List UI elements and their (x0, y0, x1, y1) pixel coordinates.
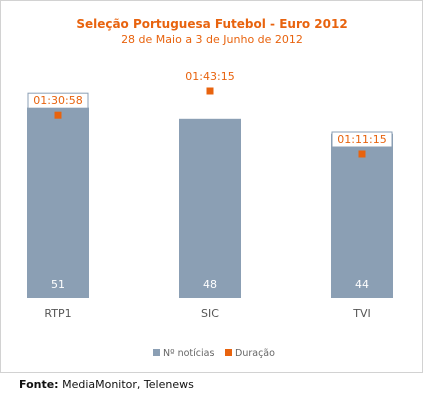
duration-label-sic: 01:43:15 (185, 70, 234, 83)
legend-swatch-bars (153, 349, 160, 356)
duration-marker-sic (206, 87, 214, 95)
bar-rtp1 (27, 107, 89, 298)
chart-subtitle: 28 de Maio a 3 de Junho de 2012 (121, 33, 303, 46)
bar-chart: Seleção Portuguesa Futebol - Euro 2012 2… (27, 17, 393, 359)
category-label-rtp1: RTP1 (44, 307, 71, 320)
source-text: MediaMonitor, Telenews (58, 378, 194, 391)
duration-marker-rtp1 (54, 111, 62, 119)
bar-tvi (331, 133, 393, 298)
duration-label-tvi: 01:11:15 (337, 133, 386, 146)
source-note: Fonte: MediaMonitor, Telenews (19, 378, 194, 391)
category-label-tvi: TVI (352, 307, 371, 320)
bar-value-label: 48 (203, 278, 217, 291)
bar-sic (179, 118, 241, 298)
source-label: Fonte: (19, 378, 59, 391)
chart-title: Seleção Portuguesa Futebol - Euro 2012 (76, 17, 347, 31)
bar-value-label: 51 (51, 278, 65, 291)
legend: Nº notícias Duração (153, 348, 275, 359)
legend-label-duration: Duração (235, 348, 275, 359)
category-label-sic: SIC (201, 307, 219, 320)
duration-marker-tvi (358, 150, 366, 158)
bar-value-label: 44 (355, 278, 369, 291)
chart-frame: Seleção Portuguesa Futebol - Euro 2012 2… (0, 0, 423, 373)
legend-label-bars: Nº notícias (163, 348, 214, 359)
legend-swatch-duration (225, 349, 232, 356)
duration-label-box (27, 92, 89, 109)
bars-layer: 51 RTP1 01:30:58 48 SIC 01:43:15 44 TVI 01:11:15 (27, 70, 393, 320)
duration-label-rtp1: 01:30:58 (33, 94, 82, 107)
duration-label-box (331, 131, 393, 148)
